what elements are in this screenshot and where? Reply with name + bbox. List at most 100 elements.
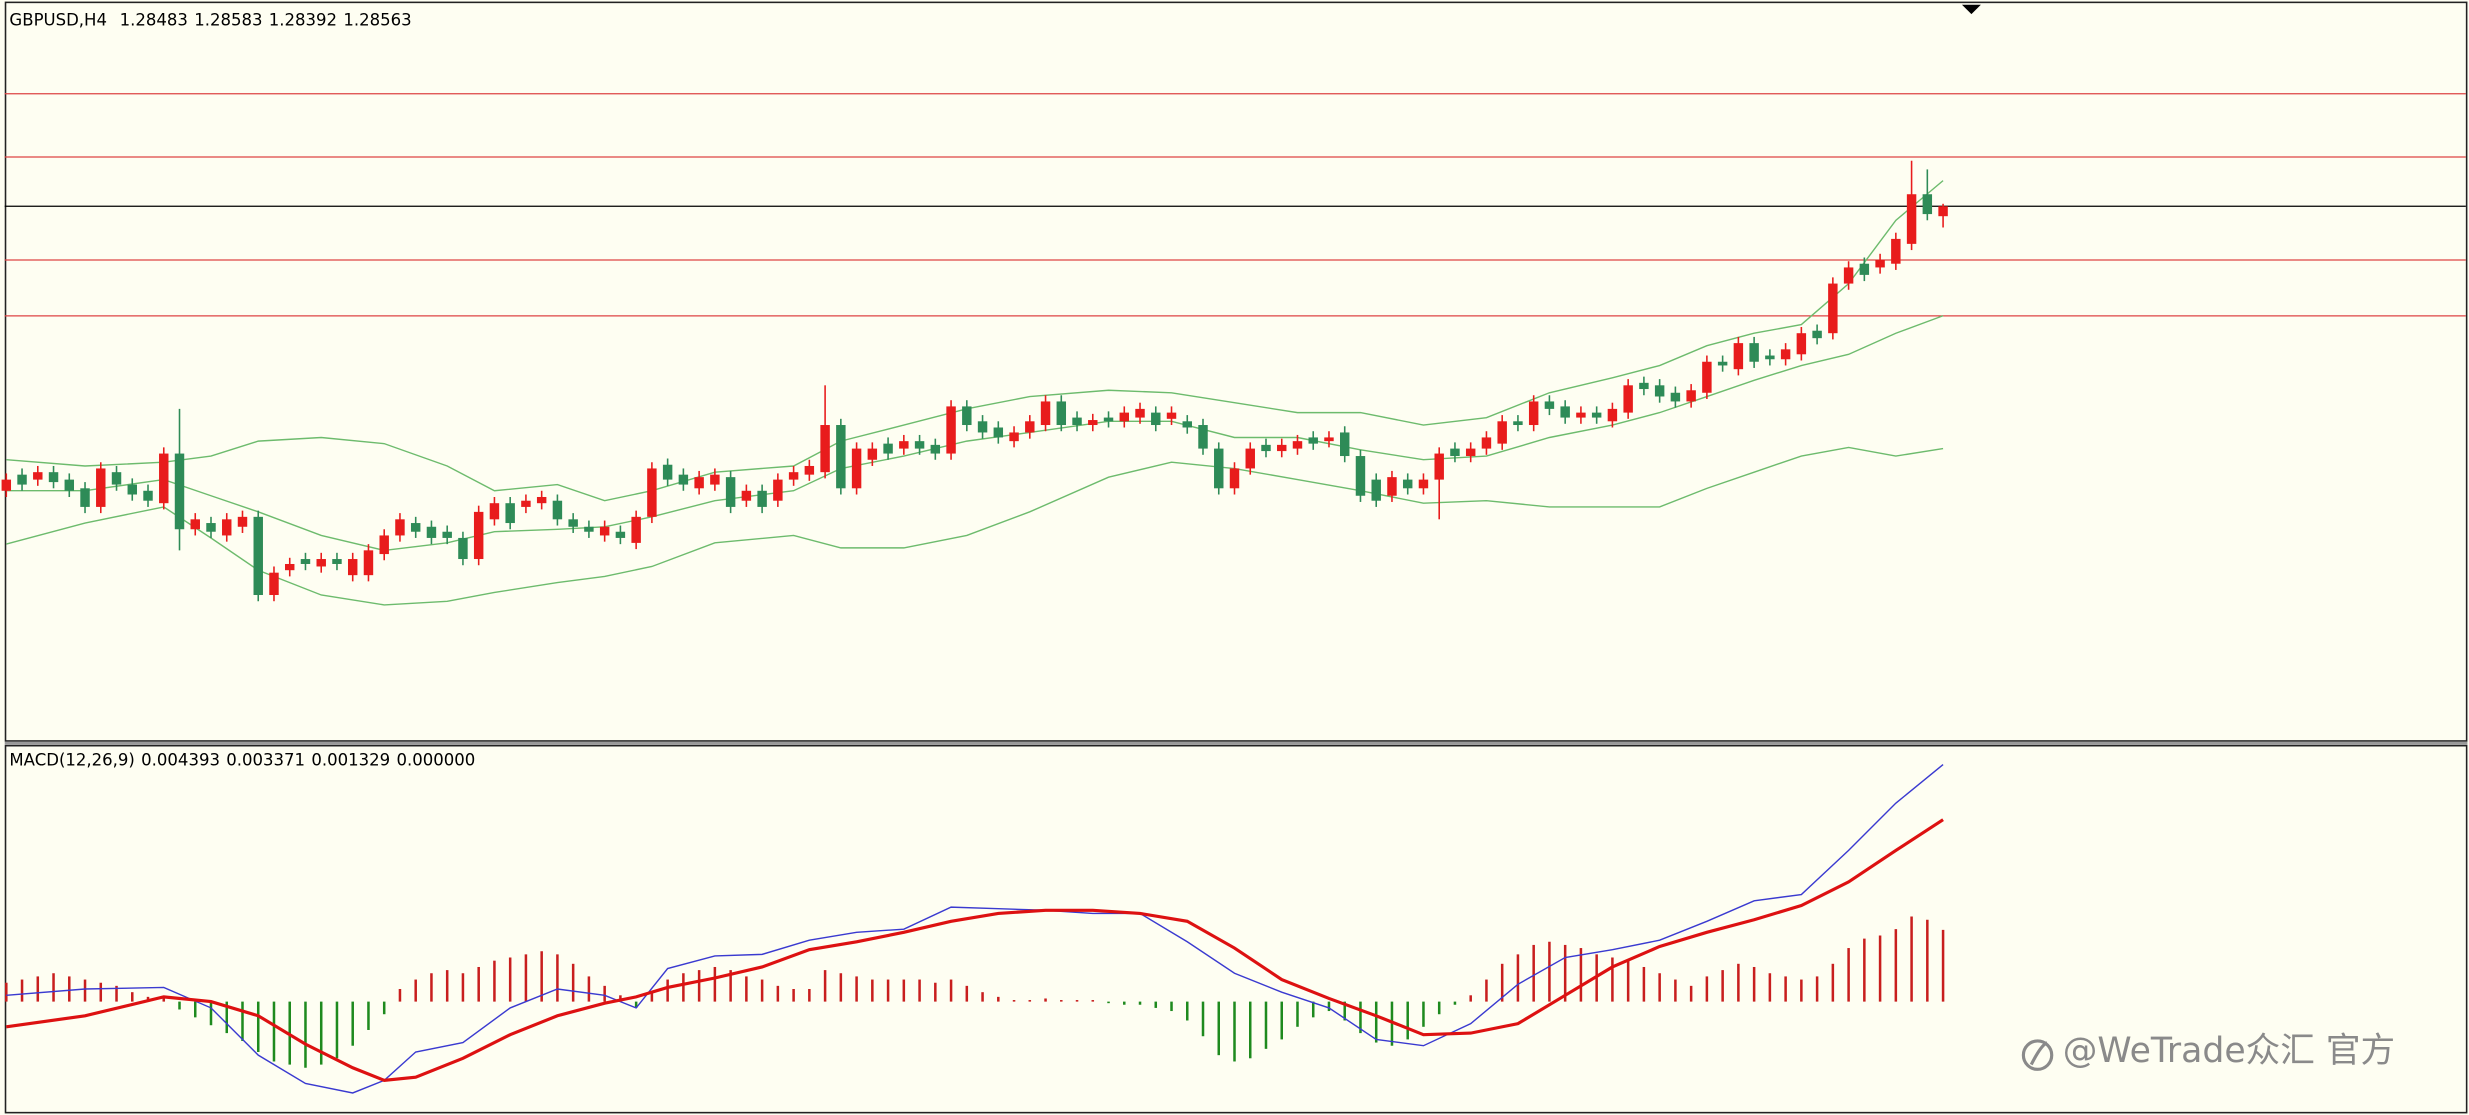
candle-body xyxy=(64,479,75,491)
candle-body xyxy=(1151,412,1161,426)
candle-body xyxy=(867,448,878,460)
candle-body xyxy=(363,550,374,576)
candle-body xyxy=(993,427,1004,438)
candle-body xyxy=(1828,283,1838,334)
candle-body xyxy=(379,535,389,555)
candle-body xyxy=(521,500,531,507)
candle-body xyxy=(1103,417,1114,422)
ohlc-low: 1.28392 xyxy=(269,10,337,29)
candle-body xyxy=(1402,479,1413,489)
candle-body xyxy=(1702,361,1712,393)
candle-body xyxy=(1654,385,1665,397)
candle-body xyxy=(285,563,295,571)
candle-body xyxy=(80,488,90,507)
candle-body xyxy=(946,406,956,454)
ohlc-open: 1.28483 xyxy=(120,10,188,29)
candle-body xyxy=(1796,333,1807,355)
symbol: GBPUSD,H4 xyxy=(9,10,107,29)
candle-body xyxy=(1434,453,1444,480)
macd-panel-frame xyxy=(4,744,2468,1114)
candle-body xyxy=(725,477,736,507)
candle-body xyxy=(584,526,594,532)
candle-body xyxy=(174,453,185,530)
candle-body xyxy=(1056,401,1067,426)
candle-body xyxy=(1198,425,1208,449)
candle-body xyxy=(206,523,216,532)
watermark: @WeTrade众汇 官方 xyxy=(2063,1031,2395,1071)
candle-body xyxy=(1465,448,1476,457)
candle-body xyxy=(347,559,358,576)
candle-body xyxy=(1135,408,1145,418)
candle-body xyxy=(552,500,563,520)
candle-body xyxy=(899,441,909,449)
candle-body xyxy=(33,472,43,480)
marks xyxy=(1,93,2466,1094)
candle-body xyxy=(1088,420,1098,426)
macd-hist-readout: 0.001329 xyxy=(311,750,390,769)
candle-body xyxy=(190,519,200,530)
candle-body xyxy=(1229,468,1240,489)
watermark-logo xyxy=(2021,1039,2054,1071)
candle-body xyxy=(804,465,815,475)
candle-body xyxy=(1072,417,1082,426)
candle-body xyxy=(757,490,767,507)
candle-body xyxy=(820,425,830,473)
candle-body xyxy=(1922,194,1933,215)
macd-label: MACD(12,26,9) xyxy=(9,750,134,769)
candle-body xyxy=(253,516,263,596)
candle-body xyxy=(1355,456,1366,496)
candle-body xyxy=(269,572,279,596)
candle-body xyxy=(1749,343,1759,362)
candle-body xyxy=(1639,382,1649,390)
candle-body xyxy=(1560,406,1570,418)
candle-body xyxy=(127,484,137,495)
macd-main-readout: 0.004393 xyxy=(141,750,220,769)
candle-body xyxy=(836,425,846,489)
candle-body xyxy=(568,519,578,527)
candle-body xyxy=(1009,432,1019,442)
candle-body xyxy=(741,490,752,501)
candle-body xyxy=(1324,437,1334,442)
candle-body xyxy=(1591,412,1602,418)
candle-body xyxy=(473,511,484,560)
candle-body xyxy=(1891,238,1901,264)
candle-body xyxy=(1859,263,1870,275)
candle-body xyxy=(851,448,862,489)
candle-body xyxy=(710,474,720,485)
candle-body xyxy=(1245,448,1255,469)
candle-body xyxy=(1025,421,1035,433)
candle-body xyxy=(143,490,153,501)
candle-body xyxy=(1450,448,1460,457)
candle-body xyxy=(536,496,547,504)
candle-body xyxy=(615,531,626,538)
candle-body xyxy=(1481,437,1492,449)
main-panel-frame xyxy=(4,1,2468,742)
candle-body xyxy=(962,406,972,426)
candle-body xyxy=(1387,477,1397,496)
candle-body xyxy=(1875,259,1885,268)
macd-header: MACD(12,26,9) 0.004393 0.003371 0.001329 0.0… xyxy=(9,750,475,769)
candle-body xyxy=(1780,349,1791,360)
macd-signal-readout: 0.003371 xyxy=(226,750,305,769)
candle-body xyxy=(222,519,232,536)
candle-body xyxy=(977,421,988,433)
candle-body xyxy=(1182,421,1192,428)
candle-body xyxy=(1513,421,1523,426)
candle-body xyxy=(1277,444,1287,452)
candle-body xyxy=(1418,479,1429,489)
candle-body xyxy=(1528,401,1539,426)
candle-body xyxy=(426,526,437,538)
candle-body xyxy=(111,472,122,485)
candle-body xyxy=(410,523,421,532)
candle-body xyxy=(662,464,673,480)
candle-body xyxy=(237,516,248,527)
candle-body xyxy=(395,519,405,536)
candle-body xyxy=(1040,401,1051,426)
candle-body xyxy=(1765,355,1775,360)
shift-marker xyxy=(1961,4,1981,15)
candle-body xyxy=(1938,206,1948,217)
macd-buffer-readout: 0.000000 xyxy=(396,750,475,769)
candle-body xyxy=(1497,421,1507,444)
candle-body xyxy=(1261,444,1271,452)
